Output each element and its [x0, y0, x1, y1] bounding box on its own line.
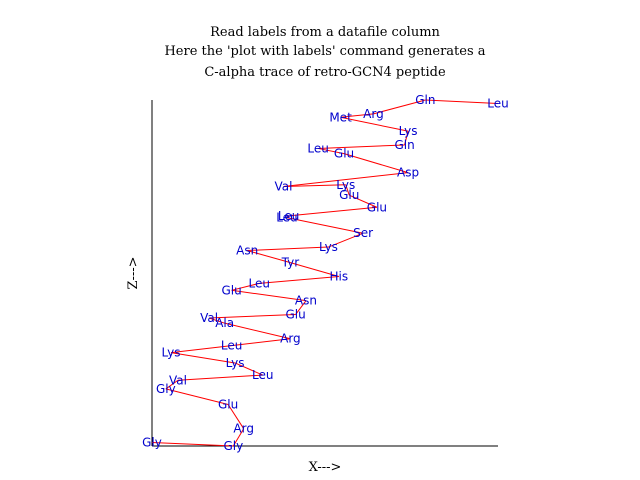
- trace-segment: [231, 338, 291, 347]
- residue-label: Leu: [307, 141, 328, 155]
- trace-segment: [286, 215, 290, 218]
- trace-segment: [224, 322, 291, 340]
- trace-segment: [165, 379, 179, 390]
- trace-segment: [259, 275, 339, 284]
- residue-label: Asn: [295, 294, 317, 308]
- chart-title-line-2: Here the 'plot with labels' command gene…: [164, 44, 485, 59]
- residue-label: Val: [200, 311, 218, 325]
- trace-segment: [425, 99, 499, 104]
- trace-segment: [349, 194, 378, 208]
- residue-label: Glu: [339, 188, 359, 202]
- trace-segment: [283, 184, 346, 187]
- residue-label: Lys: [226, 356, 245, 370]
- trace-segment: [165, 388, 229, 405]
- trace-segment: [340, 113, 374, 118]
- trace-segment: [290, 262, 339, 277]
- trace-segment: [373, 99, 426, 115]
- residue-label: Glu: [218, 397, 238, 411]
- trace-segment: [286, 217, 364, 234]
- trace-segment: [208, 317, 225, 324]
- trace-segment: [345, 184, 350, 196]
- trace-segments: [151, 99, 499, 447]
- residue-label: Lys: [162, 346, 181, 360]
- residue-label: Asp: [397, 166, 419, 180]
- x-axis-label: X--->: [309, 460, 342, 475]
- residue-label: Leu: [278, 209, 299, 223]
- residue-label: Leu: [487, 96, 508, 110]
- trace-segment: [170, 345, 232, 354]
- trace-segment: [151, 442, 234, 447]
- residue-label: Val: [274, 180, 292, 194]
- residue-label: Glu: [334, 147, 354, 161]
- chart-title-line-3: C-alpha trace of retro-GCN4 peptide: [204, 65, 446, 80]
- trace-segment: [234, 362, 263, 376]
- residue-label: Tyr: [281, 256, 300, 270]
- residue-label: Gly: [156, 382, 176, 396]
- trace-segment: [318, 144, 405, 149]
- residue-label: Leu: [276, 211, 297, 225]
- residue-label: Ser: [353, 226, 373, 240]
- residue-label: Arg: [233, 422, 254, 436]
- residue-label: Leu: [252, 368, 273, 382]
- trace-segment: [340, 116, 409, 132]
- trace-segment: [247, 250, 291, 264]
- residue-label: Asn: [236, 244, 258, 258]
- trace-segment: [231, 289, 307, 302]
- trace-segment: [328, 232, 364, 248]
- residue-label: Met: [329, 110, 352, 124]
- residue-label: Gly: [142, 436, 162, 450]
- residue-label: Gln: [415, 93, 435, 107]
- residue-label: Glu: [285, 308, 305, 322]
- trace-segment: [247, 246, 329, 252]
- residue-label: Glu: [367, 200, 387, 214]
- trace-segment: [288, 206, 377, 217]
- trace-segment: [232, 428, 245, 447]
- trace-segment: [231, 282, 260, 291]
- trace-segment: [283, 172, 409, 187]
- trace-segment: [177, 374, 263, 381]
- residue-label: Val: [169, 373, 187, 387]
- residue-label: Lys: [319, 240, 338, 254]
- trace-segment: [343, 153, 409, 174]
- chart-title-line-1: Read labels from a datafile column: [210, 25, 440, 40]
- residue-label: Gly: [223, 439, 243, 453]
- residue-label: Arg: [280, 332, 301, 346]
- trace-segment: [317, 147, 345, 155]
- residue-label: His: [330, 269, 349, 283]
- trace-segment: [170, 352, 236, 364]
- residue-label: Gln: [394, 138, 414, 152]
- residue-label: Glu: [221, 283, 241, 297]
- residue-label: Leu: [221, 339, 242, 353]
- y-axis-label: Z--->: [126, 256, 141, 289]
- trace-segment: [295, 300, 307, 315]
- residue-label: Ala: [215, 316, 234, 330]
- residue-label: Leu: [249, 276, 270, 290]
- trace-segment: [209, 314, 296, 319]
- residue-label: Lys: [399, 124, 418, 138]
- trace-segment: [404, 131, 409, 146]
- residue-label: Arg: [363, 107, 384, 121]
- residue-label: Lys: [336, 178, 355, 192]
- trace-segment: [227, 404, 245, 429]
